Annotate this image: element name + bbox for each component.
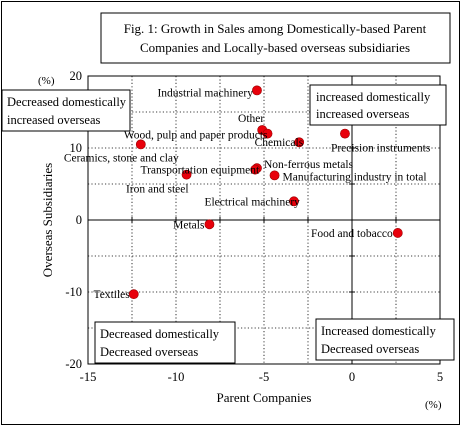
quadrant-top-right-line-1: increased domestically [316,90,431,104]
x-tick-label: -15 [80,370,97,384]
data-point [135,139,146,150]
data-point-label: Metals [173,219,205,231]
data-point-label: Other [238,113,264,125]
quadrant-bottom-left-line-1: Decreased domestically [100,327,220,341]
data-point-label: Transportation equipment [140,165,260,177]
data-point [392,228,403,238]
quadrant-bottom-right-line-1: Increased domestically [321,324,437,338]
data-point [289,196,299,207]
data-point [250,164,261,175]
y-tick-label: 10 [70,141,83,155]
data-point [252,85,262,96]
data-point-label: Manufacturing industry in total [283,171,427,183]
data-point [128,289,139,300]
title-border [100,12,451,64]
quadrant-bottom-left-line-2: Decreased overseas [100,345,198,359]
data-point [269,170,280,181]
quadrant-top-left-line-2: increased overseas [7,113,100,127]
chart-title-line-2: Companies and Locally-based overseas sub… [140,40,410,55]
x-tick-label: 0 [349,370,355,384]
x-tick-label: 5 [437,370,443,384]
data-point [340,128,350,139]
data-point [294,137,305,148]
y-tick-label: 0 [76,213,82,227]
data-point-label: Iron and steel [126,184,189,196]
data-point-label: Electrical machinery [204,196,300,208]
data-point-label: Food and tobacco [311,228,393,240]
y-tick-label: -20 [65,357,82,371]
y-tick-label: -10 [65,285,82,299]
x-tick-label: -5 [259,370,269,384]
y-axis-label: Overseas Subsidiaries [40,163,55,277]
data-point-label: Wood, pulp and paper products [124,130,268,142]
data-point-label: Precision instruments [331,143,431,155]
data-markers [128,85,403,300]
data-point-label: Chemicals [255,137,304,149]
quadrant-top-right: increased domestically increased oversea… [309,84,447,126]
data-point-label: Ceramics, stone and clay [64,152,179,164]
y-tick-label: 20 [70,69,83,83]
data-point [262,128,273,139]
quadrant-bottom-left: Decreased domestically Decreased oversea… [94,321,236,364]
data-point-label: Textiles [94,289,131,301]
data-point-label: Industrial machinery [157,87,253,99]
quadrant-bottom-right-line-2: Decreased overseas [321,342,419,356]
x-tick-label: -10 [168,370,185,384]
quadrant-top-left-line-1: Decreased domestically [7,95,127,109]
chart-title-line-1: Fig. 1: Growth in Sales among Domestical… [124,21,427,36]
title-box: Fig. 1: Growth in Sales among Domestical… [100,12,451,64]
data-point [181,169,192,180]
data-point-label: Non-ferrous metals [264,159,354,171]
x-axis-label: Parent Companies [217,390,312,405]
y-axis-unit: (%) [38,75,55,87]
quadrant-top-left: Decreased domestically increased oversea… [1,89,131,132]
point-labels: Industrial machinery Other Wood, pulp and … [64,87,431,301]
quadrant-bottom-right: Increased domestically Decreased oversea… [315,318,455,361]
data-point [204,219,215,230]
quadrant-top-right-line-2: increased overseas [316,107,409,121]
x-axis-unit: (%) [425,399,442,411]
